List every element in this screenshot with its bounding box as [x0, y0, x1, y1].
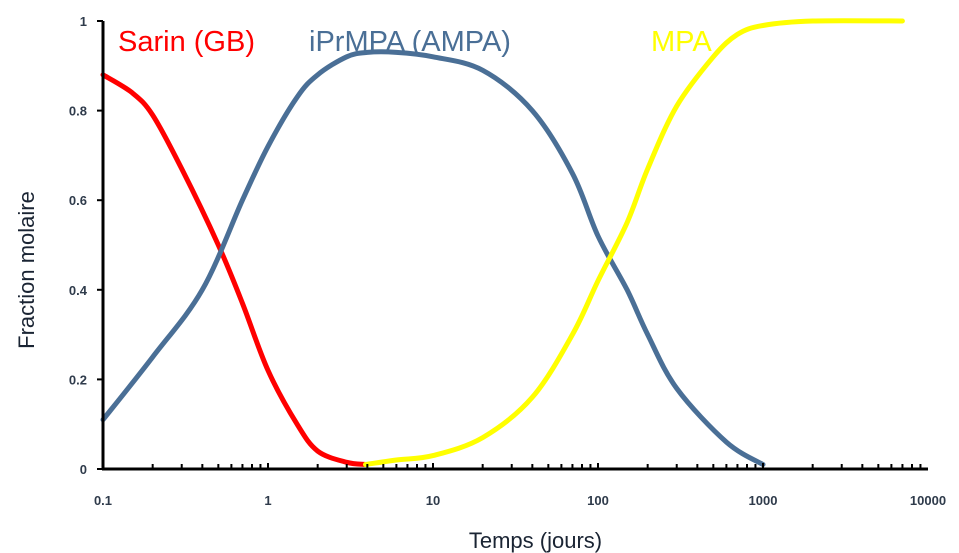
x-tick-label: 100 [587, 493, 609, 508]
x-axis-title: Temps (jours) [469, 528, 602, 553]
series-sarin-line [100, 72, 368, 467]
y-tick-label: 0 [80, 462, 87, 477]
series-label-sarin: Sarin (GB) [118, 26, 255, 58]
y-axis-title: Fraction molaire [14, 191, 39, 349]
y-tick-label: 0.2 [69, 372, 87, 387]
y-axis-ticks: 0 0.2 0.4 0.6 0.8 1 [69, 14, 103, 477]
series-iprmpa-line [100, 49, 766, 467]
y-tick-label: 0.4 [69, 283, 88, 298]
x-tick-label: 10 [426, 493, 440, 508]
series-layer [100, 18, 905, 467]
series-label-iprmpa: iPrMPA (AMPA) [309, 26, 511, 58]
x-tick-label: 1000 [749, 493, 778, 508]
x-tick-label: 1 [264, 493, 271, 508]
y-tick-label: 0.6 [69, 193, 87, 208]
x-tick-label: 10000 [910, 493, 946, 508]
series-labels: Sarin (GB) iPrMPA (AMPA) MPA [118, 26, 712, 58]
x-tick-label: 0.1 [94, 493, 112, 508]
series-label-mpa: MPA [651, 26, 712, 58]
y-tick-label: 1 [80, 14, 87, 29]
y-tick-label: 0.8 [69, 104, 87, 119]
series-mpa-line [363, 18, 905, 467]
x-axis-ticks: 0.1 1 10 100 1000 10000 [94, 463, 946, 508]
